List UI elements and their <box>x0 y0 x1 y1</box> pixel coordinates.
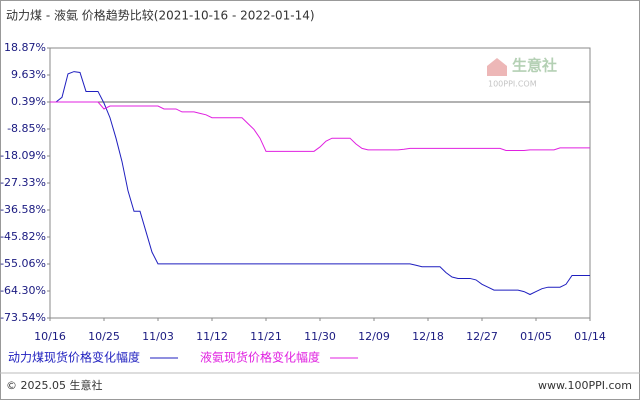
x-tick-label: 01/05 <box>520 330 552 343</box>
footer-right: www.100PPI.com <box>538 379 632 392</box>
y-tick-label: -27.33% <box>0 176 46 189</box>
x-tick-label: 12/09 <box>358 330 390 343</box>
watermark: 生意社 100PPI.COM <box>487 57 557 89</box>
y-tick-label: -45.82% <box>0 230 46 243</box>
y-tick-label: 0.39% <box>11 95 46 108</box>
y-tick-label: -64.30% <box>0 284 46 297</box>
legend-label: 液氨现货价格变化幅度 <box>200 350 320 365</box>
y-tick-label: -8.85% <box>7 122 46 135</box>
x-tick-label: 12/18 <box>412 330 444 343</box>
watermark-name: 生意社 <box>512 57 557 75</box>
chart-title: 动力煤 - 液氨 价格趋势比较(2021-10-16 - 2022-01-14) <box>6 8 315 23</box>
x-tick-label: 11/03 <box>142 330 174 343</box>
y-tick-label: -18.09% <box>0 149 46 162</box>
x-tick-label: 11/30 <box>304 330 336 343</box>
x-tick-label: 12/27 <box>466 330 498 343</box>
legend-label: 动力煤现货价格变化幅度 <box>8 350 140 365</box>
watermark-site: 100PPI.COM <box>488 80 537 89</box>
x-tick-label: 10/25 <box>88 330 120 343</box>
series-line <box>50 101 590 152</box>
y-tick-label: 18.87% <box>4 41 46 54</box>
y-tick-label: -55.06% <box>0 257 46 270</box>
footer-left: © 2025.05 生意社 <box>6 378 102 392</box>
x-tick-label: 10/16 <box>34 330 66 343</box>
x-tick-label: 11/21 <box>250 330 282 343</box>
watermark-icon <box>487 58 507 76</box>
x-tick-label: 11/12 <box>196 330 228 343</box>
series-line <box>50 71 590 296</box>
y-tick-label: -73.54% <box>0 311 46 324</box>
y-tick-label: 9.63% <box>11 68 46 81</box>
y-tick-label: -36.58% <box>0 203 46 216</box>
x-tick-label: 01/14 <box>574 330 606 343</box>
